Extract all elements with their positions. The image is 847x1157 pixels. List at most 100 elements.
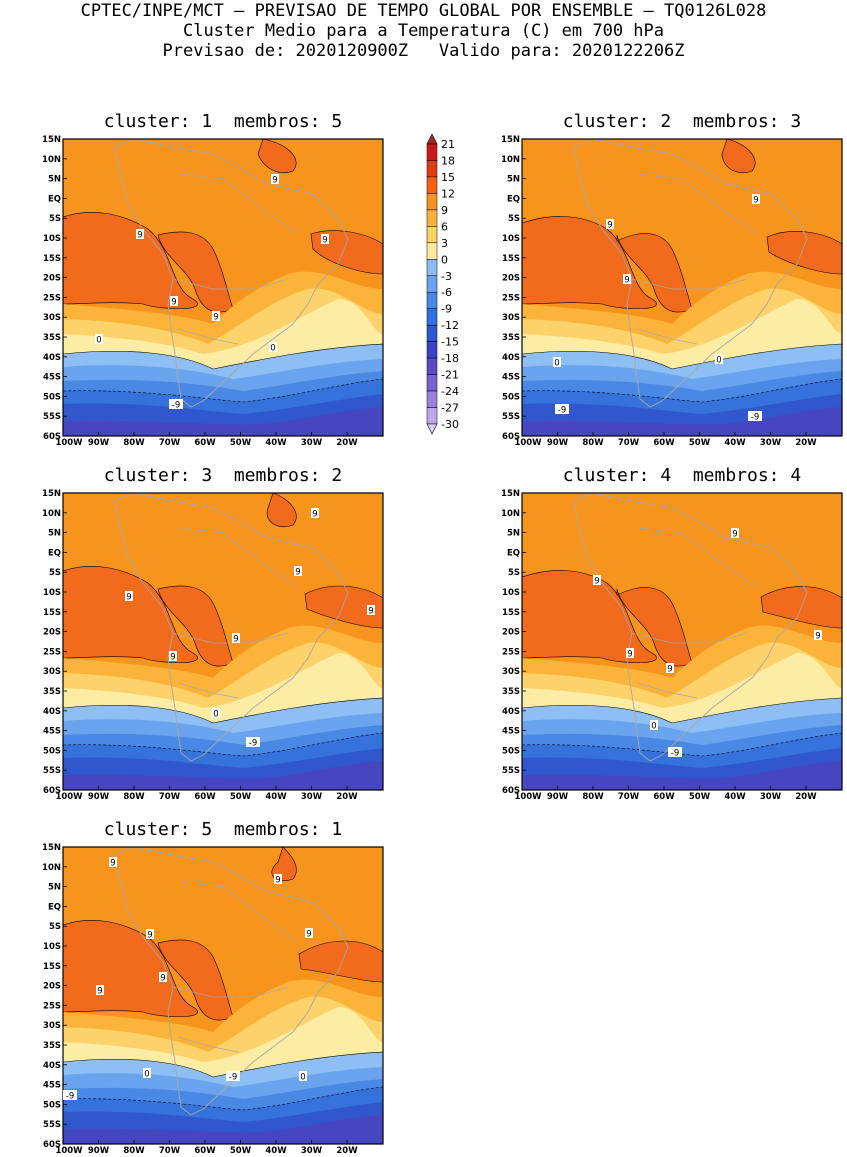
colorbar-swatch — [426, 275, 438, 293]
lat-tick-label: 55S — [43, 766, 61, 776]
colorbar-swatch — [426, 242, 438, 260]
lat-tick-label: 60S — [502, 432, 520, 442]
colorbar-swatch — [426, 407, 438, 425]
lat-tick-label: 60S — [502, 786, 520, 796]
contour-label: 9 — [272, 176, 277, 186]
contour-label: 9 — [137, 231, 142, 241]
lat-tick-label: 10S — [43, 234, 61, 244]
lat-tick-label: 40S — [502, 353, 520, 363]
lon-tick-label: 20W — [336, 438, 358, 448]
lon-tick-label: 40W — [265, 792, 287, 802]
lat-tick-label: 25S — [502, 647, 520, 657]
colorbar-swatch — [426, 390, 438, 408]
contour-label: 9 — [594, 577, 599, 587]
lat-tick-label: 30S — [502, 667, 520, 677]
panel-2-title: cluster: 2 membros: 3 — [562, 111, 802, 132]
lon-tick-label: 80W — [123, 438, 145, 448]
colorbar-label: 6 — [441, 220, 448, 233]
lat-tick-label: 5N — [507, 529, 520, 539]
lat-tick-label: 30S — [502, 313, 520, 323]
lat-tick-label: 5N — [48, 883, 61, 893]
lon-tick-label: 30W — [301, 792, 323, 802]
lat-tick-label: 50S — [43, 1100, 61, 1110]
lon-tick-label: 50W — [230, 438, 252, 448]
colorbar-label: -27 — [441, 402, 459, 415]
lat-tick-label: 60S — [43, 432, 61, 442]
lon-tick-label: 50W — [230, 792, 252, 802]
lon-tick-label: 20W — [795, 438, 817, 448]
lat-tick-label: 50S — [502, 392, 520, 402]
lat-tick-label: 10N — [42, 509, 61, 519]
contour-label: 9 — [624, 276, 629, 286]
lat-tick-label: 20S — [43, 628, 61, 638]
lat-tick-label: 10N — [42, 863, 61, 873]
lon-tick-label: 80W — [582, 438, 604, 448]
lat-tick-label: 15S — [502, 254, 520, 264]
lat-tick-label: 50S — [502, 746, 520, 756]
lon-tick-label: 100W — [514, 792, 542, 802]
lon-tick-label: 80W — [582, 792, 604, 802]
contour-label: 9 — [275, 876, 280, 886]
lat-tick-label: 50S — [43, 392, 61, 402]
lat-tick-label: 10S — [502, 234, 520, 244]
colorbar-swatch — [426, 193, 438, 211]
map-panel-2: 9 9 9 0 0 -9 -9 15N 10N 5N EQ 5S 10S 15S 20S 25S 30S 35S 4… — [501, 135, 843, 448]
lon-tick-label: 30W — [760, 438, 782, 448]
lat-tick-label: 10S — [43, 942, 61, 952]
colorbar-swatch — [426, 374, 438, 392]
lon-tick-label: 80W — [123, 1146, 145, 1156]
lon-tick-label: 70W — [159, 1146, 181, 1156]
colorbar-label: -12 — [441, 319, 459, 332]
contour-label: 0 — [144, 1070, 149, 1080]
contour-label: -9 — [172, 401, 180, 411]
lon-tick-label: 60W — [194, 792, 216, 802]
contour-label: 9 — [627, 650, 632, 660]
lat-tick-label: 55S — [502, 766, 520, 776]
contour-label: 9 — [233, 635, 238, 645]
colorbar-label: 0 — [441, 253, 448, 266]
contour-label: 9 — [171, 298, 176, 308]
contour-label: 0 — [716, 356, 721, 366]
lon-tick-label: 60W — [653, 438, 675, 448]
lat-tick-label: 25S — [43, 293, 61, 303]
lat-tick-label: 5S — [508, 568, 520, 578]
contour-label: 9 — [170, 653, 175, 663]
colorbar-label: 18 — [441, 154, 455, 167]
lon-tick-label: 60W — [194, 438, 216, 448]
contour-label: 9 — [732, 530, 737, 540]
lat-tick-label: 35S — [502, 687, 520, 697]
colorbar-label: -3 — [441, 270, 452, 283]
lat-tick-label: EQ — [48, 194, 61, 204]
panel-3-title: cluster: 3 membros: 2 — [103, 465, 343, 486]
lon-tick-label: 100W — [514, 438, 542, 448]
colorbar-swatch — [426, 209, 438, 227]
lon-tick-label: 100W — [55, 792, 83, 802]
lat-tick-label: 40S — [43, 1061, 61, 1071]
map-panel-4: 9 9 9 9 9 0 -9 15N 10N 5N EQ 5S 10S 15S 20S 25S 30S 35S 40… — [501, 489, 843, 802]
lon-tick-label: 30W — [301, 438, 323, 448]
map-panel-5: 9 9 9 9 9 9 0 0 -9 -9 15N 10N 5N EQ 5S 10S 15S 20S 25S 30S 3… — [42, 843, 384, 1156]
lat-tick-label: 10S — [502, 588, 520, 598]
lat-tick-label: 55S — [502, 412, 520, 422]
colorbar-swatch — [426, 160, 438, 178]
lat-tick-label: 60S — [43, 1140, 61, 1150]
contour-label: 0 — [96, 336, 101, 346]
lat-tick-label: 50S — [43, 746, 61, 756]
map-panel-3: 9 9 9 9 9 9 0 -9 15N 10N 5N EQ 5S 10S 15S 20S 25S 30S 35S 4… — [42, 489, 384, 802]
lon-tick-label: 70W — [618, 792, 640, 802]
lat-tick-label: 15N — [501, 135, 520, 145]
contour-label: 9 — [306, 930, 311, 940]
lon-tick-label: 90W — [88, 792, 110, 802]
lat-tick-label: 45S — [43, 1081, 61, 1091]
lon-tick-label: 70W — [159, 792, 181, 802]
lat-tick-label: 30S — [43, 1021, 61, 1031]
lon-tick-label: 20W — [336, 792, 358, 802]
lat-tick-label: 25S — [43, 647, 61, 657]
lon-tick-label: 50W — [230, 1146, 252, 1156]
colorbar: 21 18 15 12 9 6 3 0 -3 -6 -9 -12 -15 -18 -21 -24 -27 -30 — [426, 133, 459, 435]
contour-label: 9 — [147, 931, 152, 941]
lon-tick-label: 50W — [689, 792, 711, 802]
lat-tick-label: 35S — [502, 333, 520, 343]
contour-label: 9 — [295, 568, 300, 578]
